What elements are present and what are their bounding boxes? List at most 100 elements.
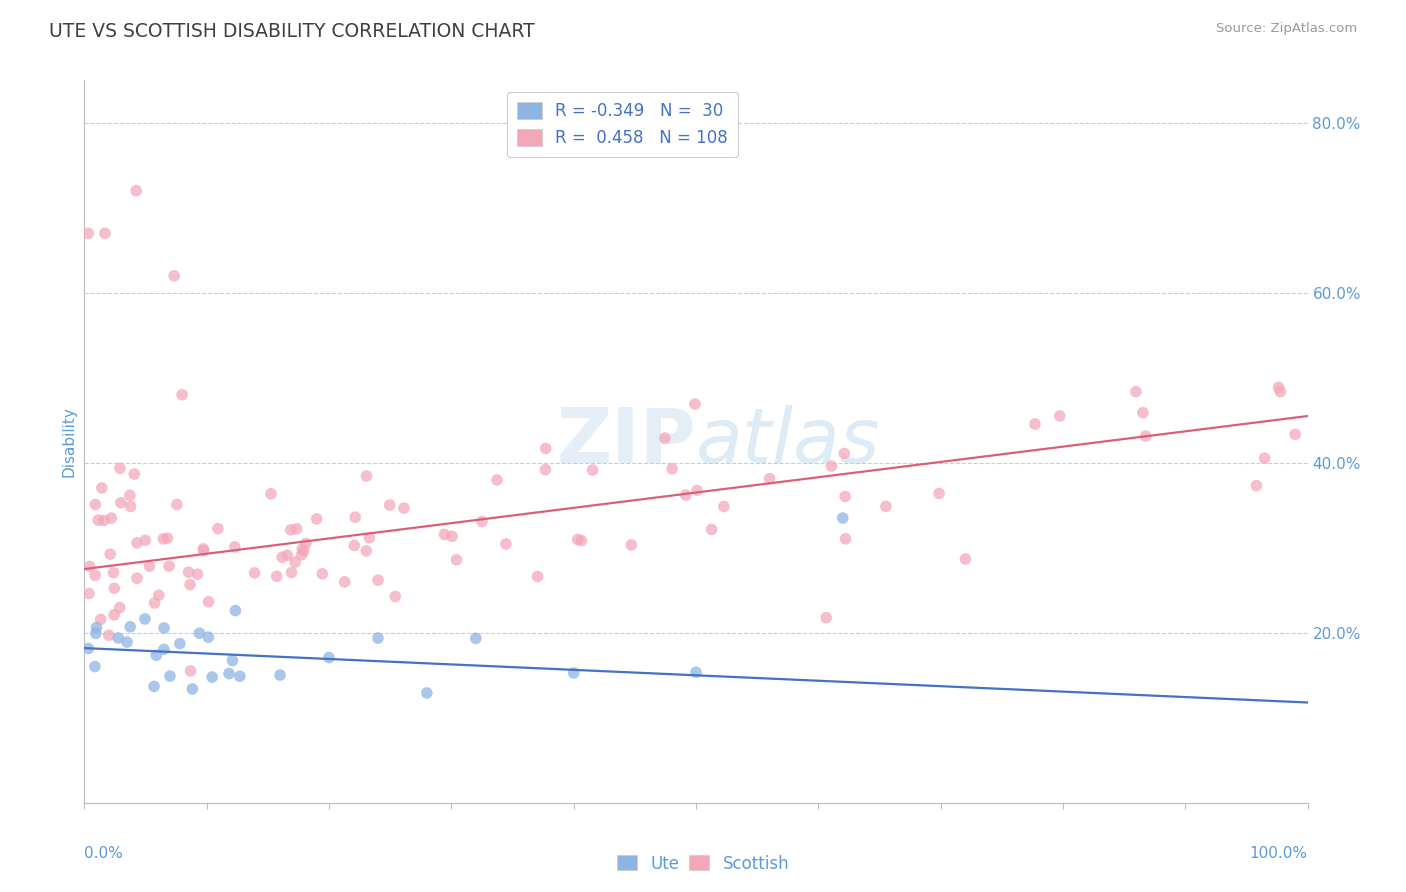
- Point: [87, 513, 110, 527]
- Point: [115, 635, 138, 649]
- Point: [284, 555, 307, 569]
- Point: [153, 642, 176, 657]
- Point: [955, 552, 977, 566]
- Point: [291, 541, 314, 556]
- Point: [156, 531, 179, 545]
- Point: [122, 467, 145, 481]
- Point: [269, 668, 291, 682]
- Legend: R = -0.349   N =  30, R =  0.458   N = 108: R = -0.349 N = 30, R = 0.458 N = 108: [508, 92, 738, 157]
- Point: [683, 397, 706, 411]
- Point: [188, 626, 211, 640]
- Point: [163, 268, 186, 283]
- Point: [815, 610, 838, 624]
- Point: [1125, 384, 1147, 399]
- Point: [1246, 478, 1268, 492]
- Point: [84, 498, 107, 512]
- Point: [134, 612, 156, 626]
- Point: [169, 637, 191, 651]
- Text: UTE VS SCOTTISH DISABILITY CORRELATION CHART: UTE VS SCOTTISH DISABILITY CORRELATION C…: [49, 22, 534, 41]
- Point: [834, 490, 856, 504]
- Point: [367, 631, 389, 645]
- Point: [534, 462, 557, 476]
- Point: [143, 596, 166, 610]
- Point: [77, 227, 100, 241]
- Point: [179, 577, 201, 591]
- Point: [120, 500, 142, 514]
- Point: [343, 539, 366, 553]
- Point: [471, 515, 494, 529]
- Point: [77, 586, 100, 600]
- Point: [243, 566, 266, 580]
- Point: [177, 566, 200, 580]
- Point: [686, 483, 709, 498]
- Point: [197, 630, 219, 644]
- Point: [93, 513, 115, 527]
- Point: [661, 462, 683, 476]
- Text: ZIP: ZIP: [557, 405, 696, 478]
- Point: [495, 537, 517, 551]
- Point: [148, 588, 170, 602]
- Point: [416, 686, 439, 700]
- Point: [305, 512, 328, 526]
- Point: [1253, 451, 1275, 466]
- Point: [181, 681, 204, 696]
- Point: [928, 486, 950, 500]
- Point: [534, 442, 557, 456]
- Point: [138, 559, 160, 574]
- Point: [654, 431, 676, 445]
- Point: [685, 665, 707, 680]
- Point: [1024, 417, 1046, 431]
- Point: [170, 388, 193, 402]
- Point: [108, 461, 131, 475]
- Point: [83, 659, 105, 673]
- Point: [620, 538, 643, 552]
- Point: [224, 604, 246, 618]
- Point: [569, 533, 592, 548]
- Point: [143, 679, 166, 693]
- Point: [441, 529, 464, 543]
- Point: [118, 488, 141, 502]
- Point: [221, 653, 243, 667]
- Point: [86, 621, 108, 635]
- Point: [311, 566, 333, 581]
- Point: [834, 532, 856, 546]
- Point: [84, 568, 107, 582]
- Point: [97, 628, 120, 642]
- Point: [291, 548, 314, 562]
- Point: [344, 510, 367, 524]
- Point: [77, 641, 100, 656]
- Point: [125, 571, 148, 585]
- Text: 0.0%: 0.0%: [84, 847, 124, 861]
- Point: [280, 566, 302, 580]
- Point: [103, 566, 125, 580]
- Point: [207, 522, 229, 536]
- Point: [820, 458, 842, 473]
- Point: [94, 227, 117, 241]
- Point: [125, 184, 148, 198]
- Point: [581, 463, 603, 477]
- Point: [229, 669, 252, 683]
- Point: [1132, 406, 1154, 420]
- Point: [103, 582, 125, 596]
- Point: [153, 621, 176, 635]
- Point: [378, 498, 401, 512]
- Point: [713, 500, 735, 514]
- Point: [675, 488, 697, 502]
- Point: [834, 446, 856, 460]
- Point: [152, 532, 174, 546]
- Point: [201, 670, 224, 684]
- Point: [562, 665, 585, 680]
- Point: [84, 626, 107, 640]
- Point: [197, 595, 219, 609]
- Point: [134, 533, 156, 548]
- Point: [464, 632, 486, 646]
- Point: [103, 607, 125, 622]
- Point: [356, 544, 378, 558]
- Point: [186, 567, 208, 582]
- Text: atlas: atlas: [696, 405, 880, 478]
- Point: [159, 669, 181, 683]
- Point: [110, 496, 132, 510]
- Point: [295, 536, 318, 550]
- Point: [166, 498, 188, 512]
- Point: [384, 590, 406, 604]
